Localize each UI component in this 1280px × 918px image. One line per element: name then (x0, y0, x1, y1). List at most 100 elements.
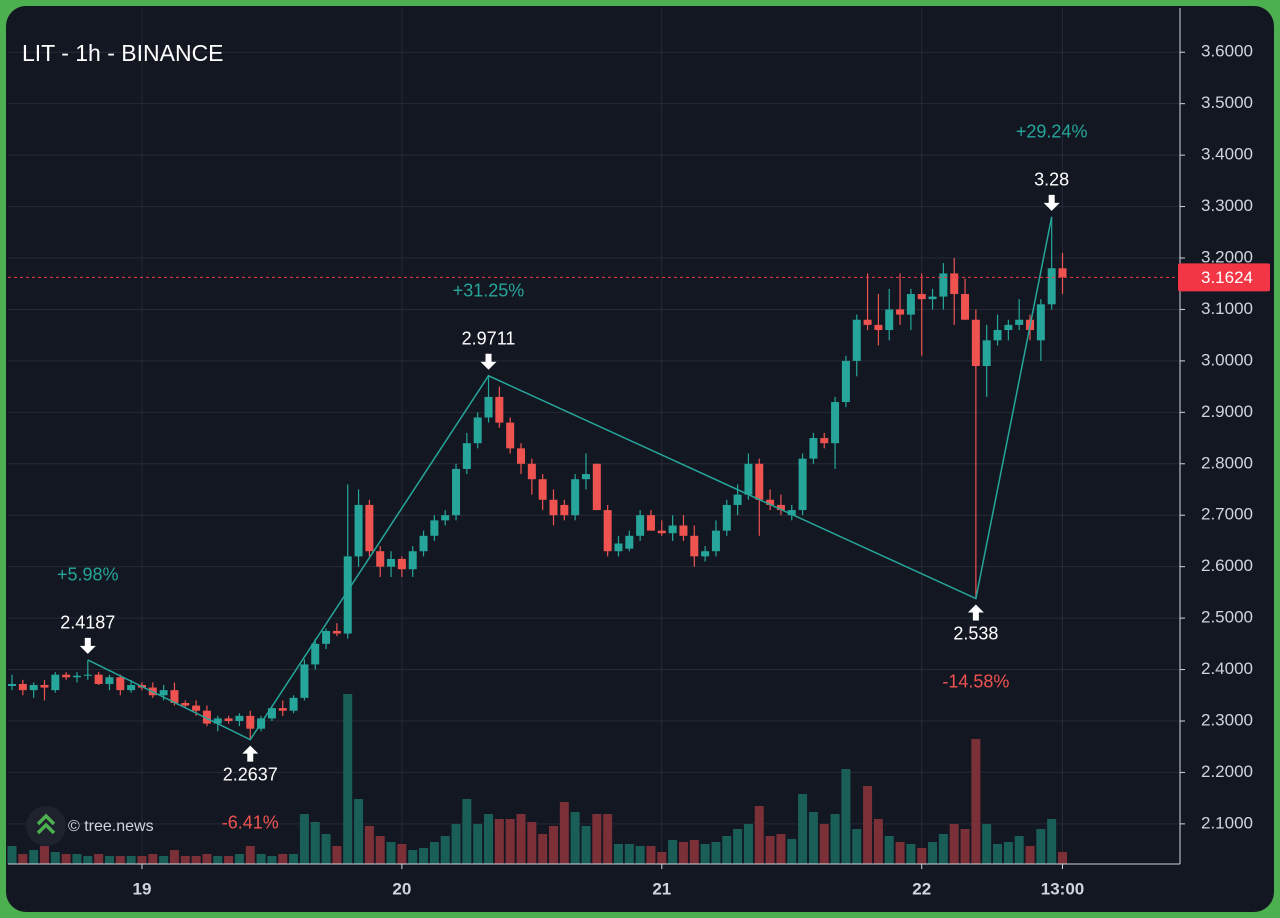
candle-body (116, 677, 125, 691)
candle-body (83, 674, 92, 676)
volume-bar (668, 840, 678, 864)
volume-bar (971, 739, 981, 864)
candle-body (1058, 268, 1067, 278)
volume-bar (451, 824, 461, 864)
volume-bar (429, 842, 439, 864)
pivot-label: 2.4187 (60, 613, 115, 633)
candle-body (224, 718, 233, 721)
candle-body (592, 463, 601, 511)
chart-background (6, 6, 1274, 912)
volume-bar (289, 854, 299, 864)
y-tick-label: 3.1000 (1201, 299, 1253, 318)
candle-body (29, 684, 38, 691)
volume-bar (115, 856, 125, 864)
candle-body (701, 551, 710, 557)
pivot-arrow (967, 604, 984, 621)
candle-body (181, 702, 190, 706)
volume-bar (1003, 842, 1013, 864)
candle-body (906, 294, 915, 315)
candle-body (744, 463, 753, 495)
volume-bar (776, 834, 786, 864)
volume-bar (798, 794, 808, 864)
candle-body (722, 504, 731, 531)
candle-body (343, 556, 352, 634)
volume-bar (613, 844, 623, 864)
candle-body (982, 340, 991, 367)
volume-bar (711, 842, 721, 864)
zigzag-line (87, 216, 1053, 741)
volume-bar (148, 854, 158, 864)
volume-bar (126, 856, 136, 864)
volume-bar (722, 836, 732, 864)
candle-body (571, 479, 580, 516)
volume-bar (993, 844, 1003, 864)
volume-bar (538, 834, 548, 864)
volume-bar (949, 824, 959, 864)
volume-bar (678, 842, 688, 864)
volume-bar (419, 848, 429, 864)
volume-bar (267, 856, 277, 864)
candle-body (928, 296, 937, 300)
candle-body (18, 683, 27, 691)
candle-body (441, 515, 450, 521)
volume-bar (743, 824, 753, 864)
volume-bar (1014, 836, 1024, 864)
candle-body (1004, 324, 1013, 331)
candle-body (105, 677, 114, 684)
pivot-change: -14.58% (942, 671, 1009, 691)
volume-bar (1058, 852, 1068, 864)
candle-body (267, 708, 276, 719)
pivot-change: +31.25% (453, 281, 525, 301)
candle-body (376, 551, 385, 567)
candle-body (462, 443, 471, 469)
volume-bar (527, 822, 537, 864)
pivot-arrow (480, 353, 497, 370)
volume-bar (1036, 829, 1046, 864)
volume-bar (278, 854, 288, 864)
candle-body (452, 468, 461, 516)
volume-bar (494, 819, 504, 864)
candle-body (841, 360, 850, 403)
pivot-label: 2.9711 (462, 329, 516, 349)
pivot-change: +29.24% (1016, 122, 1088, 142)
volume-bar (819, 824, 829, 864)
volume-bar (310, 822, 320, 864)
y-tick-label: 2.2000 (1201, 762, 1253, 781)
volume-bar (202, 854, 212, 864)
candle-body (354, 504, 363, 557)
volume-bar (7, 846, 17, 864)
volume-bar (94, 854, 104, 864)
candle-body (874, 324, 883, 331)
volume-bar (397, 844, 407, 864)
volume-bar (343, 694, 353, 864)
candle-body (614, 543, 623, 552)
volume-bar (256, 854, 266, 864)
candle-body (690, 535, 699, 557)
candle-body (1015, 319, 1024, 325)
volume-bar (159, 856, 169, 864)
volume-bar (852, 829, 862, 864)
candle-body (278, 708, 287, 711)
volume-bar (191, 856, 201, 864)
candle-body (1036, 304, 1045, 341)
volume-bar (1025, 846, 1035, 864)
volume-bar (863, 786, 873, 864)
candle-body (94, 674, 103, 684)
volume-bar (245, 846, 255, 864)
y-tick-label: 2.6000 (1201, 556, 1253, 575)
candle-body (8, 683, 16, 687)
volume-bar (440, 836, 450, 864)
candle-body (679, 525, 688, 536)
candle-body (430, 520, 439, 536)
candle-body (484, 396, 493, 418)
candle-body (560, 504, 569, 516)
watermark: © tree.news (68, 818, 154, 835)
volume-bar (917, 848, 927, 864)
candle-body (419, 535, 428, 552)
volume-bar (354, 799, 364, 864)
volume-bar (364, 826, 374, 864)
candle-body (127, 684, 136, 691)
candle-body (831, 402, 840, 444)
volume-bar (516, 814, 526, 864)
